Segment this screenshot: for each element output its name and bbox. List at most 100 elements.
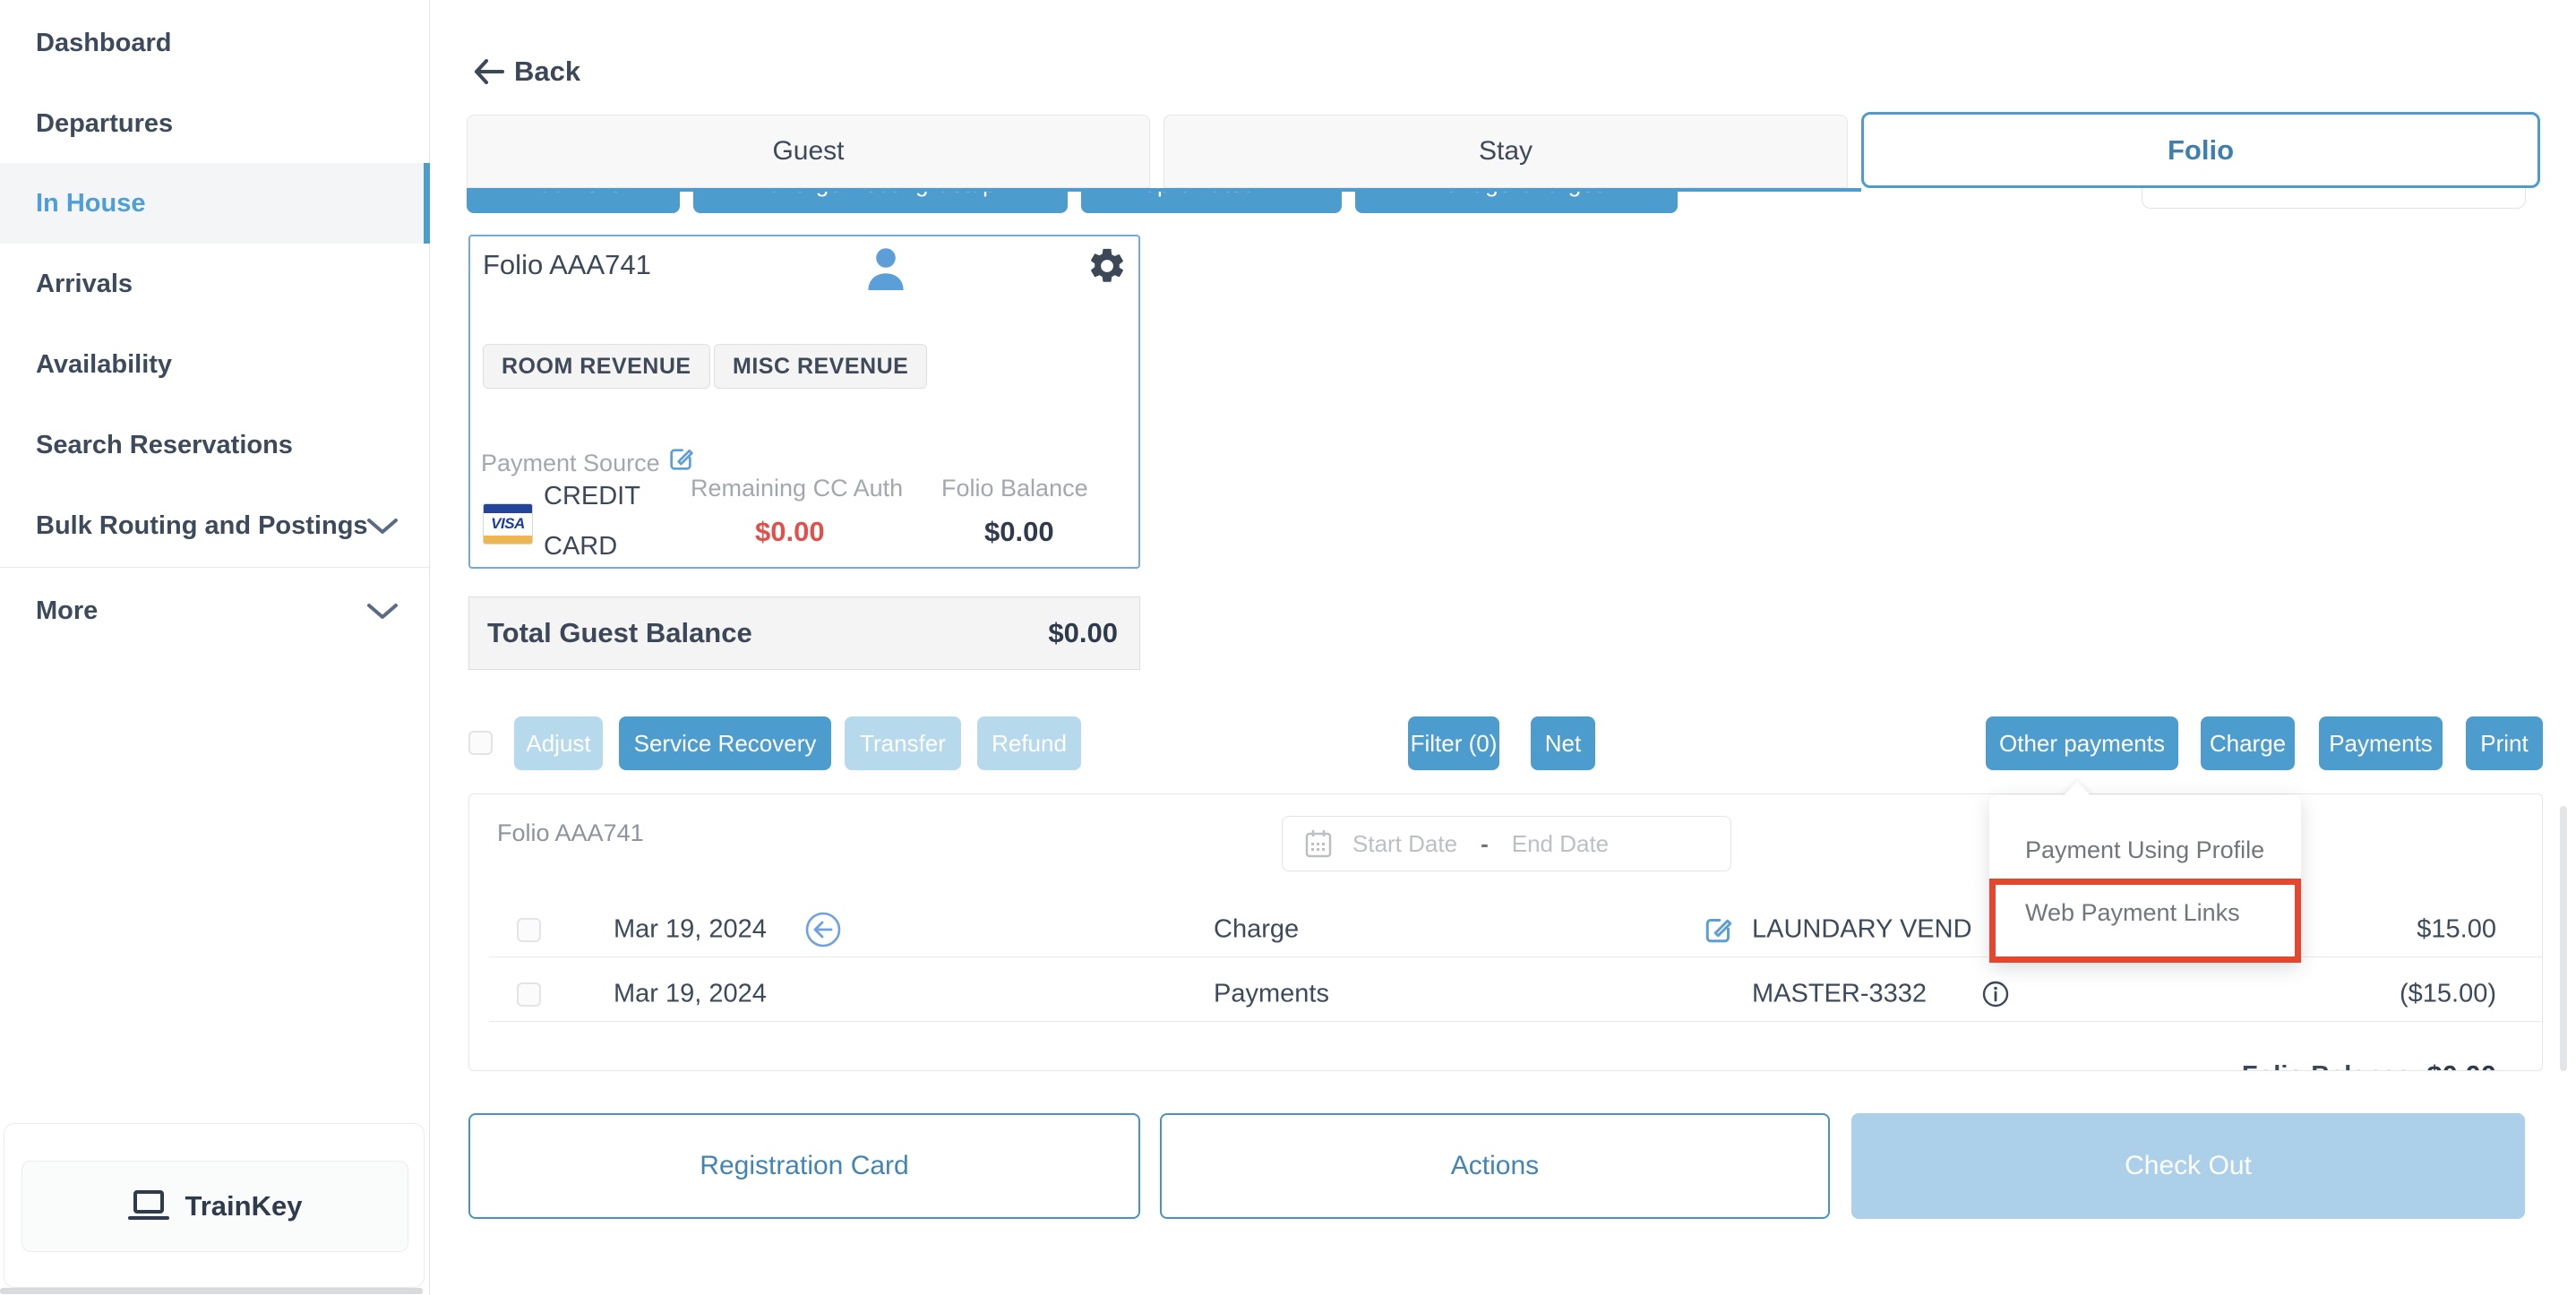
trainkey-button[interactable]: TrainKey — [21, 1161, 408, 1252]
sidebar-item-dashboard[interactable]: Dashboard — [0, 3, 430, 83]
tab-stay[interactable]: Stay — [1163, 115, 1848, 188]
sidebar-item-more[interactable]: More — [0, 570, 430, 651]
sidebar-item-arrivals[interactable]: Arrivals — [0, 244, 430, 324]
sidebar-item-label: In House — [36, 188, 146, 218]
menu-item-payment-using-profile[interactable]: Payment Using Profile — [2025, 836, 2265, 863]
main-content: Back Add Folio Charge Routing Setup Spli… — [430, 0, 2576, 1295]
row-description: LAUNDARY VEND — [1752, 914, 1972, 944]
visa-bottom-band — [484, 536, 532, 544]
select-all-checkbox[interactable] — [468, 731, 493, 755]
guest-person-icon[interactable] — [863, 244, 909, 294]
button-label: Registration Card — [700, 1151, 909, 1180]
sidebar-horizontal-scrollbar[interactable] — [0, 1288, 423, 1294]
button-label: Filter (0) — [1410, 729, 1498, 757]
back-button[interactable]: Back — [473, 56, 580, 88]
check-out-button: Check Out — [1851, 1113, 2525, 1219]
sidebar-item-label: More — [36, 596, 99, 625]
sidebar-item-label: Departures — [36, 108, 174, 138]
registration-card-button[interactable]: Registration Card — [468, 1113, 1140, 1219]
remaining-cc-auth-label: Remaining CC Auth — [691, 475, 904, 502]
folio-balance-footer-value: $0.00 — [2426, 1059, 2496, 1070]
tab-folio[interactable]: Folio — [1861, 112, 2540, 188]
button-label: Adjust — [526, 729, 591, 757]
other-payments-menu: Payment Using Profile Web Payment Links — [1989, 782, 2301, 963]
edit-payment-source-icon[interactable] — [667, 444, 696, 473]
sidebar-item-label: Bulk Routing and Postings — [36, 510, 368, 540]
service-recovery-button[interactable]: Service Recovery — [619, 716, 831, 770]
brand-label: TrainKey — [185, 1190, 303, 1222]
sidebar-item-label: Availability — [36, 349, 173, 379]
print-button[interactable]: Print — [2466, 716, 2543, 770]
button-label: Transfer — [860, 729, 946, 757]
row-divider — [489, 1021, 2542, 1022]
table-row: Mar 19, 2024 Charge LAUNDARY VEND $15.00 — [469, 902, 2542, 957]
row-date: Mar 19, 2024 — [614, 914, 767, 944]
button-label: Service Recovery — [633, 729, 817, 757]
gear-icon[interactable] — [1086, 245, 1128, 287]
transfer-button: Transfer — [845, 716, 961, 770]
tab-label: Folio — [2167, 133, 2235, 166]
menu-caret — [2062, 782, 2092, 812]
menu-item-web-payment-links[interactable]: Web Payment Links — [2025, 899, 2240, 926]
button-label: Net — [1544, 729, 1582, 757]
refund-button: Refund — [977, 716, 1081, 770]
visa-brand-text: VISA — [491, 515, 525, 532]
row-description: MASTER-3332 — [1752, 979, 1928, 1008]
row-amount: ($15.00) — [2399, 979, 2496, 1008]
actions-button[interactable]: Actions — [1160, 1113, 1830, 1219]
net-button[interactable]: Net — [1531, 716, 1595, 770]
row-amount: $15.00 — [2417, 914, 2496, 944]
remaining-cc-auth-value: $0.00 — [755, 516, 825, 547]
adjust-button: Adjust — [514, 716, 603, 770]
folio-card: Folio AAA741 ROOM REVENUE MISC REVENUE P… — [468, 235, 1140, 569]
folio-card-title: Folio AAA741 — [483, 249, 651, 280]
row-checkbox[interactable] — [517, 918, 541, 942]
chevron-down-icon — [365, 517, 399, 536]
payments-button[interactable]: Payments — [2319, 716, 2443, 770]
row-type: Payments — [1214, 979, 1329, 1008]
reversed-charge-icon[interactable] — [804, 911, 842, 948]
payment-source-label: Payment Source — [481, 450, 660, 476]
row-divider — [489, 956, 2542, 957]
sidebar-item-in-house[interactable]: In House — [0, 163, 430, 244]
chevron-down-icon — [365, 602, 399, 622]
end-date-input[interactable]: End Date — [1511, 829, 1610, 857]
start-date-input[interactable]: Start Date — [1352, 829, 1458, 857]
edit-charge-icon[interactable] — [1703, 913, 1735, 946]
sidebar-item-search-reservations[interactable]: Search Reservations — [0, 405, 430, 485]
folio-balance-footer-label: Folio Balance — [2242, 1061, 2411, 1071]
button-label: Payments — [2329, 729, 2433, 757]
calendar-icon — [1304, 828, 1333, 859]
vertical-scrollbar-thumb[interactable] — [2560, 806, 2567, 1071]
charge-button[interactable]: Charge — [2201, 716, 2295, 770]
row-date: Mar 19, 2024 — [614, 979, 767, 1008]
folio-balance-label: Folio Balance — [941, 475, 1088, 502]
row-checkbox[interactable] — [517, 982, 541, 1007]
folio-balance-footer: Folio Balance $0.00 — [2242, 1059, 2496, 1071]
tag-label: MISC REVENUE — [733, 353, 909, 379]
sidebar-item-bulk-routing[interactable]: Bulk Routing and Postings — [0, 485, 430, 566]
table-row: Mar 19, 2024 Payments MASTER-3332 ($15.0… — [469, 966, 2542, 1022]
active-indicator-bar — [424, 163, 430, 244]
button-label: Print — [2480, 729, 2529, 757]
visa-card-icon: VISA — [483, 503, 533, 545]
tag-label: ROOM REVENUE — [502, 353, 691, 379]
button-label: Charge — [2209, 729, 2287, 757]
tab-label: Guest — [772, 136, 845, 166]
back-arrow-icon — [473, 58, 505, 85]
sidebar-item-label: Arrivals — [36, 269, 133, 298]
sidebar-item-availability[interactable]: Availability — [0, 324, 430, 405]
info-icon[interactable] — [1981, 980, 2010, 1008]
tab-guest[interactable]: Guest — [467, 115, 1150, 188]
total-guest-balance-label: Total Guest Balance — [487, 617, 752, 648]
other-payments-button[interactable]: Other payments — [1986, 716, 2178, 770]
folio-balance-value: $0.00 — [984, 516, 1054, 547]
row-type: Charge — [1214, 914, 1300, 944]
card-type-label: CREDIT CARD — [544, 482, 640, 561]
date-range-picker[interactable]: Start Date - End Date — [1282, 816, 1731, 871]
filter-button[interactable]: Filter (0) — [1408, 716, 1499, 770]
sidebar-divider — [0, 567, 429, 568]
sidebar-item-departures[interactable]: Departures — [0, 83, 430, 164]
laptop-icon — [127, 1189, 169, 1223]
